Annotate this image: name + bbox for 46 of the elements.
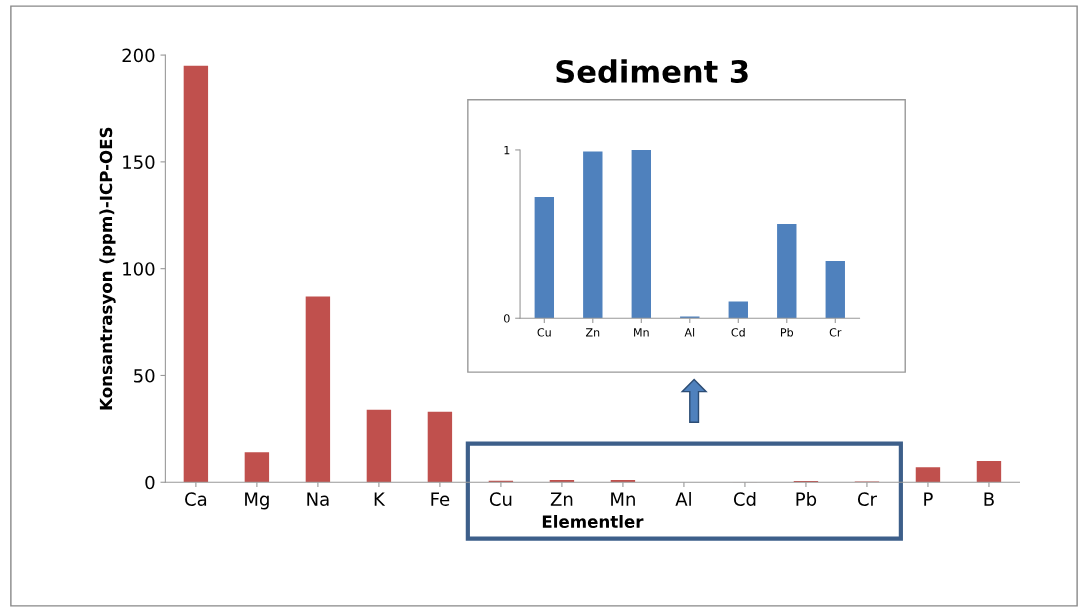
bar: [427, 411, 453, 483]
x-tick-label: P: [924, 492, 933, 506]
bar: [976, 460, 1002, 483]
x-axis-title: Elementler: [542, 515, 644, 528]
y-tick-label: 50: [134, 368, 155, 383]
x-tick-label: Cd: [733, 491, 756, 506]
y-axis-title: Konsantrasyon (ppm)-ICP-OES: [99, 127, 116, 410]
x-tick-label: Mg: [245, 492, 269, 510]
y-tick-label: 100: [123, 262, 155, 276]
bar: [549, 480, 575, 483]
y-tick-label: 0: [145, 475, 155, 490]
bar: [534, 197, 555, 319]
x-tick-label: Cd: [731, 327, 745, 337]
x-tick-label: K: [374, 492, 386, 506]
x-tick-label: Ca: [185, 492, 207, 506]
x-tick-label: Zn: [585, 328, 600, 337]
y-tick-label: 1: [504, 146, 510, 155]
bar: [366, 409, 392, 483]
bar: [825, 261, 845, 319]
bar: [305, 296, 331, 483]
x-tick-label: Na: [307, 492, 329, 506]
bar: [244, 452, 270, 483]
x-tick-label: Pb: [780, 327, 794, 337]
y-tick-label: 200: [122, 48, 155, 63]
x-tick-label: Fe: [431, 492, 450, 506]
x-tick-label: Al: [675, 491, 691, 506]
x-tick-label: Zn: [550, 492, 573, 506]
y-tick-label: 150: [123, 155, 155, 169]
bar: [610, 480, 636, 483]
bar: [728, 301, 748, 319]
x-tick-label: Mn: [611, 492, 635, 506]
x-tick-label: Pb: [796, 491, 817, 506]
x-tick-label: Mn: [634, 328, 649, 337]
y-tick-label: 0: [504, 314, 510, 323]
bar: [631, 149, 651, 319]
x-tick-label: Cr: [829, 328, 842, 337]
bar: [583, 151, 603, 319]
x-tick-label: Cu: [489, 492, 512, 506]
bar: [915, 467, 941, 483]
x-tick-label: Al: [684, 327, 695, 337]
x-tick-label: B: [984, 492, 994, 506]
bar: [777, 223, 797, 319]
chart-title: Sediment 3: [556, 59, 748, 83]
bar: [183, 65, 209, 483]
x-tick-label: Cu: [537, 328, 551, 337]
x-tick-label: Cr: [857, 492, 877, 506]
